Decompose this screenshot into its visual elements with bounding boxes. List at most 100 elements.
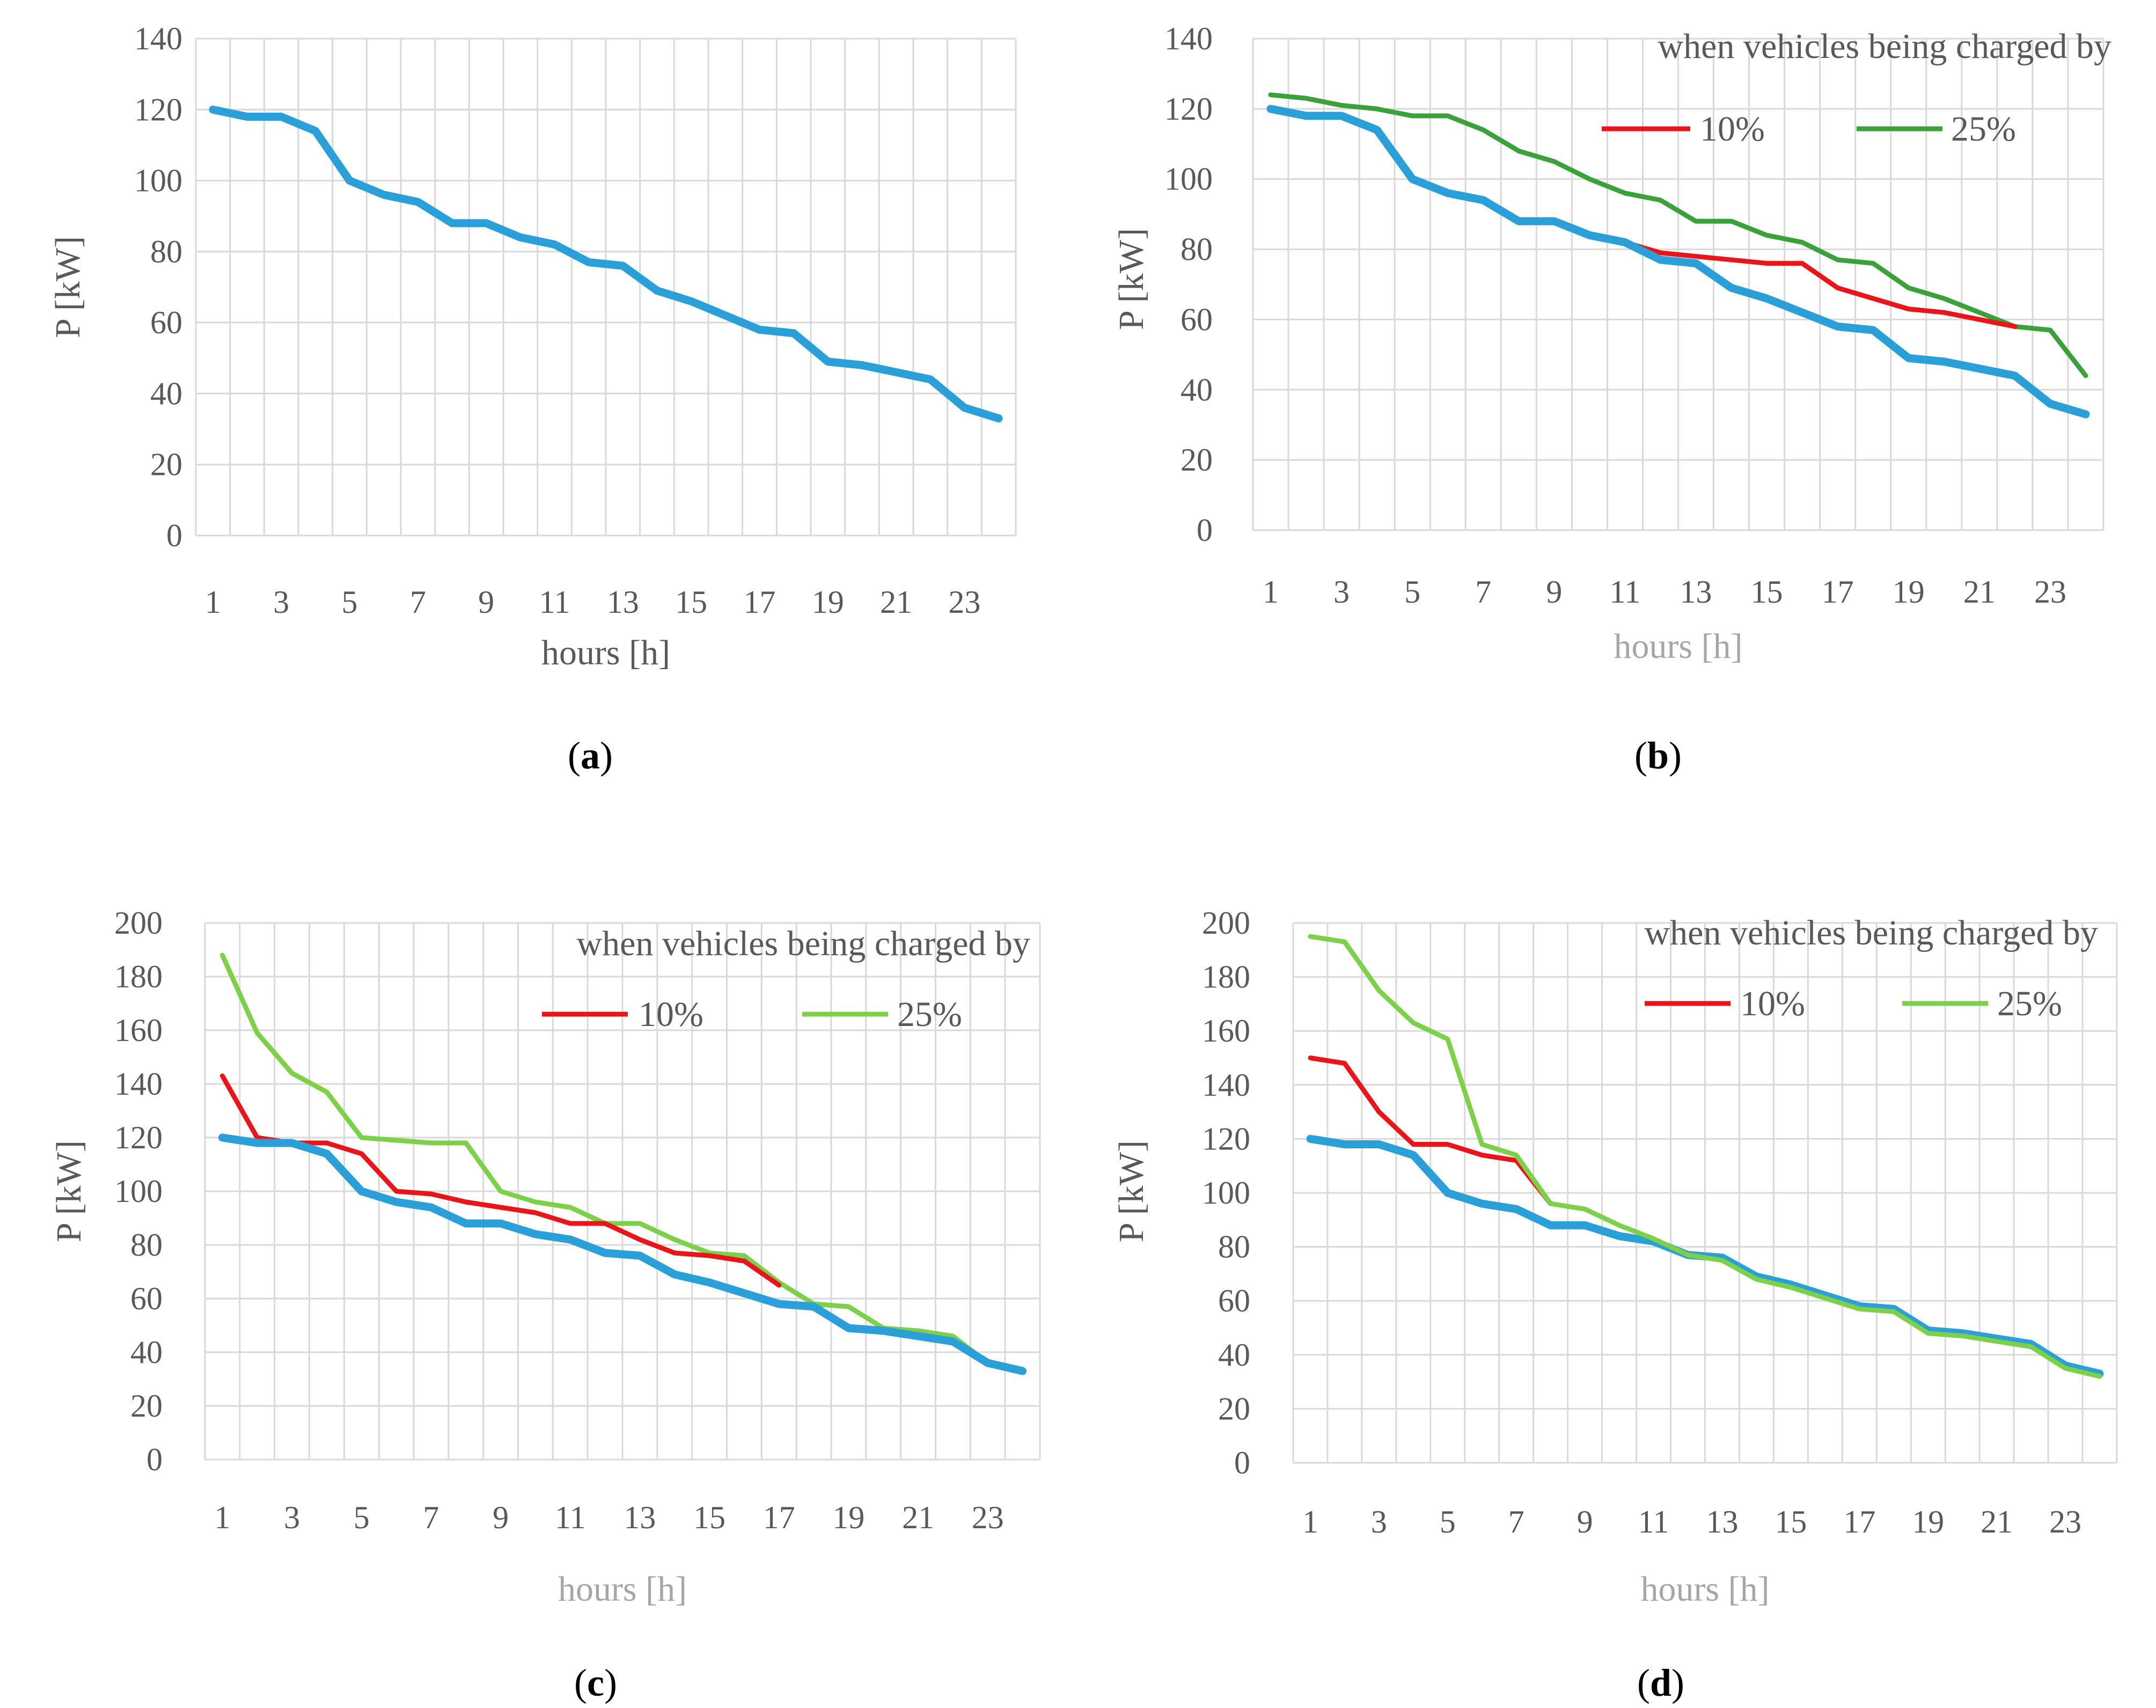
panel-letter: b bbox=[1647, 734, 1669, 777]
y-tick-label: 140 bbox=[1202, 1067, 1250, 1103]
panel-letter: a bbox=[581, 734, 600, 777]
x-tick-label: 5 bbox=[1404, 574, 1420, 610]
x-tick-label: 19 bbox=[832, 1500, 864, 1535]
y-tick-label: 120 bbox=[134, 92, 182, 127]
x-tick-label: 3 bbox=[1333, 574, 1350, 610]
x-tick-label: 7 bbox=[423, 1500, 439, 1535]
y-tick-label: 0 bbox=[1197, 512, 1213, 548]
legend-title: when vehicles being charged by bbox=[577, 924, 1031, 963]
y-tick-label: 100 bbox=[1164, 162, 1213, 197]
x-tick-label: 5 bbox=[342, 584, 358, 620]
series-line-base bbox=[1266, 105, 2090, 419]
panel-label: (c) bbox=[574, 1661, 617, 1704]
x-tick-label: 1 bbox=[214, 1500, 230, 1535]
y-tick-label: 0 bbox=[166, 518, 182, 553]
x-tick-label: 21 bbox=[1963, 574, 1996, 610]
legend: when vehicles being charged by 10% 25% bbox=[1645, 913, 2099, 1023]
x-tick-label: 23 bbox=[972, 1500, 1004, 1535]
y-tick-label: 80 bbox=[1218, 1229, 1250, 1265]
series-line-25pct bbox=[1268, 92, 2088, 378]
y-tick-label: 200 bbox=[114, 905, 163, 941]
y-tick-label: 120 bbox=[1202, 1121, 1250, 1156]
x-tick-label: 23 bbox=[949, 584, 981, 620]
x-tick-label: 15 bbox=[675, 584, 707, 620]
x-tick-label: 11 bbox=[1610, 574, 1641, 610]
y-tick-label: 40 bbox=[130, 1335, 163, 1370]
y-tick-label: 120 bbox=[1164, 91, 1213, 127]
y-tick-label: 60 bbox=[150, 305, 182, 340]
x-tick-label: 19 bbox=[1893, 574, 1925, 610]
y-tick-label: 60 bbox=[1180, 302, 1213, 337]
x-tick-label: 5 bbox=[354, 1500, 370, 1535]
legend: when vehicles being charged by 10% 25% bbox=[1602, 27, 2111, 149]
y-tick-label: 140 bbox=[114, 1066, 163, 1102]
y-tick-label: 20 bbox=[1180, 442, 1213, 478]
x-tick-label: 13 bbox=[624, 1500, 656, 1535]
legend-label-10pct: 10% bbox=[639, 995, 703, 1034]
series-line-25pct bbox=[1308, 934, 2102, 1379]
x-axis-title: hours [h] bbox=[1640, 1570, 1769, 1609]
x-axis-title: hours [h] bbox=[541, 633, 670, 672]
x-tick-label: 3 bbox=[284, 1500, 300, 1535]
y-tick-label: 100 bbox=[134, 163, 182, 199]
panel-label: (a) bbox=[568, 734, 613, 777]
y-tick-label: 80 bbox=[1180, 232, 1213, 267]
x-tick-label: 5 bbox=[1440, 1504, 1456, 1540]
y-axis-title: P [kW] bbox=[1112, 228, 1151, 330]
legend: when vehicles being charged by 10% 25% bbox=[542, 924, 1030, 1034]
x-tick-label: 9 bbox=[1577, 1504, 1593, 1540]
legend-title: when vehicles being charged by bbox=[1658, 27, 2112, 66]
panel-letter: d bbox=[1650, 1661, 1671, 1704]
y-tick-label: 60 bbox=[1218, 1283, 1250, 1318]
x-tick-label: 11 bbox=[539, 584, 570, 620]
series-line-base bbox=[209, 105, 1003, 423]
x-tick-label: 7 bbox=[1475, 574, 1491, 610]
x-tick-label: 15 bbox=[1751, 574, 1783, 610]
x-tick-label: 7 bbox=[1508, 1504, 1524, 1540]
y-tick-label: 100 bbox=[114, 1174, 163, 1209]
legend-label-25pct: 25% bbox=[1951, 109, 2016, 149]
x-tick-label: 19 bbox=[812, 584, 844, 620]
y-tick-label: 20 bbox=[130, 1388, 163, 1424]
y-tick-label: 160 bbox=[1202, 1013, 1250, 1049]
y-axis-title: P [kW] bbox=[48, 236, 87, 338]
series-line-10pct bbox=[1308, 1055, 1553, 1206]
panel-label: (d) bbox=[1637, 1661, 1684, 1704]
x-tick-label: 9 bbox=[1546, 574, 1562, 610]
x-tick-label: 11 bbox=[555, 1500, 586, 1535]
y-tick-label: 120 bbox=[114, 1120, 163, 1155]
x-tick-label: 9 bbox=[493, 1500, 509, 1535]
y-tick-label: 20 bbox=[1218, 1391, 1250, 1426]
legend-label-10pct: 10% bbox=[1700, 109, 1765, 149]
x-tick-label: 19 bbox=[1912, 1504, 1944, 1540]
y-tick-label: 80 bbox=[130, 1227, 163, 1263]
legend-title: when vehicles being charged by bbox=[1645, 913, 2099, 952]
x-tick-label: 17 bbox=[1843, 1504, 1875, 1540]
x-tick-label: 3 bbox=[1371, 1504, 1387, 1540]
y-tick-label: 20 bbox=[150, 447, 182, 482]
y-tick-label: 0 bbox=[146, 1442, 163, 1477]
x-tick-label: 15 bbox=[693, 1500, 725, 1535]
y-tick-label: 0 bbox=[1234, 1445, 1250, 1480]
panel-label: (b) bbox=[1634, 734, 1682, 777]
x-tick-label: 15 bbox=[1774, 1504, 1807, 1540]
y-tick-label: 140 bbox=[134, 21, 182, 56]
y-axis-title: P [kW] bbox=[1112, 1140, 1151, 1242]
y-tick-label: 200 bbox=[1202, 905, 1250, 941]
y-tick-label: 40 bbox=[1180, 372, 1213, 407]
series-line-10pct bbox=[219, 1073, 782, 1288]
y-tick-label: 80 bbox=[150, 234, 182, 269]
legend-label-10pct: 10% bbox=[1740, 984, 1805, 1023]
y-tick-label: 40 bbox=[150, 376, 182, 411]
x-tick-label: 23 bbox=[2049, 1504, 2081, 1540]
y-tick-label: 180 bbox=[1202, 959, 1250, 995]
x-tick-label: 11 bbox=[1638, 1504, 1669, 1540]
x-axis-title: hours [h] bbox=[1614, 627, 1742, 666]
x-tick-label: 21 bbox=[1981, 1504, 2013, 1540]
x-tick-label: 17 bbox=[744, 584, 776, 620]
x-tick-label: 1 bbox=[205, 584, 221, 620]
panel-letter: c bbox=[587, 1661, 604, 1704]
